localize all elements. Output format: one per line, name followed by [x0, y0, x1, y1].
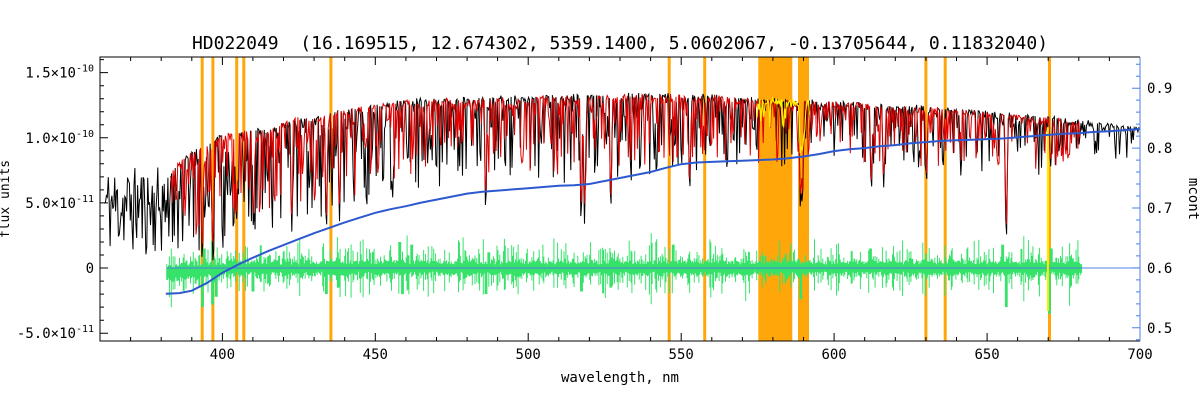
y-axis-label-left: flux units: [0, 160, 13, 238]
x-tick-label: 600: [821, 347, 846, 363]
mask-band: [798, 57, 809, 341]
y-right-tick-label: 0.5: [1147, 321, 1172, 337]
x-tick-label: 700: [1127, 347, 1152, 363]
x-tick-label: 650: [974, 347, 999, 363]
y-right-tick-label: 0.7: [1147, 201, 1172, 217]
model-spectrum-series: [169, 93, 1081, 244]
series-layer: [104, 92, 1141, 314]
y-left-tick-label: 1.0×10-10: [25, 129, 94, 147]
x-axis-label: wavelength, nm: [561, 370, 679, 386]
y-axis-label-right: mcont: [1185, 178, 1200, 220]
axes-frame: [99, 56, 1141, 342]
axes-layer: 400 450 500 550 600 650 700 -5.0×10-11 0 5.0×10-1…: [17, 56, 1172, 363]
observed-spectrum-series: [104, 92, 1140, 261]
x-tick-label: 550: [669, 347, 694, 363]
right-axis: [1132, 57, 1141, 341]
chart-title: HD022049 (16.169515, 12.674302, 5359.140…: [192, 33, 1048, 54]
continuum-fit-series: [165, 127, 1141, 295]
y-right-tick-label: 0.9: [1147, 81, 1172, 97]
x-tick-label: 450: [363, 347, 388, 363]
y-left-tick-label: 0: [86, 261, 94, 277]
y-right-tick-label: 0.6: [1147, 261, 1172, 277]
y-left-tick-label: 5.0×10-11: [25, 194, 94, 212]
x-tick-label: 500: [516, 347, 541, 363]
x-tick-label: 400: [210, 347, 235, 363]
y-left-tick-label: -5.0×10-11: [17, 324, 94, 342]
masked-spectrum-series: [756, 96, 810, 154]
y-right-tick-label: 0.8: [1147, 141, 1172, 157]
y-left-tick-label: 1.5×10-10: [25, 64, 94, 82]
